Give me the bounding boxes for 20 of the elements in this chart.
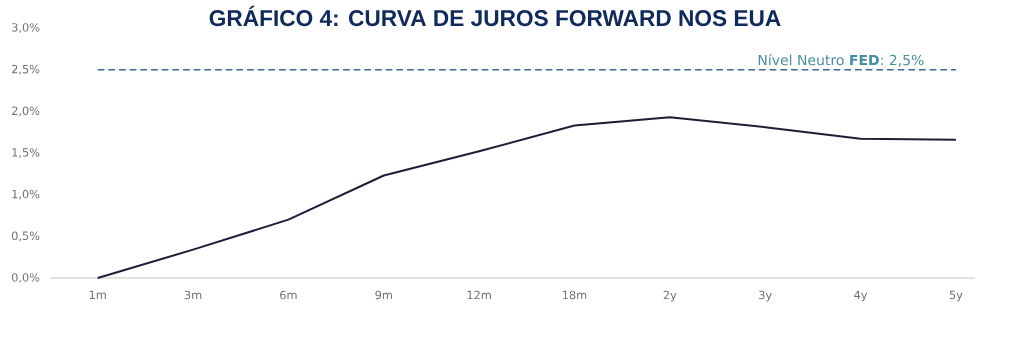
y-tick-label: 1,0% — [12, 189, 40, 200]
x-tick-label: 1m — [89, 290, 106, 299]
ref-line-label: Nível Neutro FED: 2,5% — [758, 53, 924, 67]
x-tick-label: 6m — [280, 290, 297, 300]
x-tick-label: 5y — [949, 290, 963, 302]
chart-title: GRÁFICO 4: CURVA DE JUROS FORWARD NOS EUA — [209, 5, 781, 27]
x-tick-label: 3m — [184, 290, 202, 300]
x-tick-label: 9m — [375, 290, 392, 300]
x-tick-label: 3y — [759, 290, 772, 302]
line-series — [96, 116, 957, 279]
y-tick-label: 3,0% — [12, 23, 40, 33]
y-tick-label: 2,0% — [12, 106, 40, 117]
x-tick-label: 4y — [854, 290, 868, 302]
y-tick-label: 0,5% — [11, 231, 40, 242]
y-tick-label: 1,5% — [12, 148, 40, 158]
x-tick-label: 2y — [663, 290, 677, 302]
x-tick-label: 12m — [467, 290, 491, 300]
y-tick-label: 0,0% — [11, 273, 40, 283]
x-tick-label: 18m — [563, 290, 587, 300]
y-tick-label: 2,5% — [12, 64, 40, 75]
